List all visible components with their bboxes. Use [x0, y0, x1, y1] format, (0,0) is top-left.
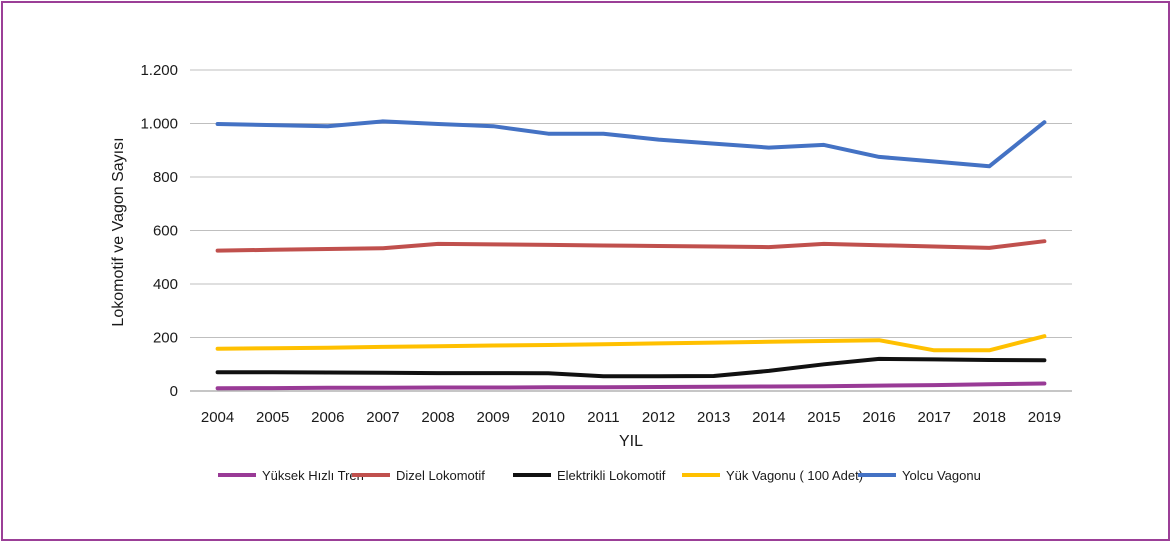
legend-item: Yolcu Vagonu [858, 468, 981, 483]
legend-item: Yük Vagonu ( 100 Adet) [682, 468, 863, 483]
legend-item: Dizel Lokomotif [352, 468, 485, 483]
y-tick-label: 1.200 [140, 62, 178, 79]
gridlines [190, 69, 1072, 392]
y-tick-label: 600 [153, 223, 178, 240]
legend-label: Elektrikli Lokomotif [557, 468, 666, 483]
x-tick-label: 2004 [201, 409, 234, 426]
y-tick-label: 0 [170, 383, 178, 400]
x-tick-label: 2014 [752, 409, 785, 426]
y-tick-label: 800 [153, 169, 178, 186]
x-tick-label: 2009 [477, 409, 510, 426]
x-tick-label: 2011 [587, 409, 619, 426]
series-lines [215, 119, 1047, 391]
legend-item: Elektrikli Lokomotif [513, 468, 666, 483]
x-tick-label: 2015 [807, 409, 840, 426]
x-tick-labels: 2004 2005 2006 2007 2008 2009 2010 2011 2012 2013… [201, 409, 1061, 426]
y-tick-labels: 0 200 400 600 800 1.000 1.200 [140, 62, 178, 400]
x-tick-label: 2007 [366, 409, 399, 426]
x-tick-label: 2008 [421, 409, 454, 426]
x-tick-label: 2010 [532, 409, 565, 426]
x-tick-label: 2005 [256, 409, 289, 426]
legend: Yüksek Hızlı Tren Dizel Lokomotif Elektrik… [218, 468, 981, 483]
legend-label: Dizel Lokomotif [396, 468, 485, 483]
x-tick-label: 2016 [862, 409, 895, 426]
series-line-0 [215, 381, 1047, 391]
legend-label: Yük Vagonu ( 100 Adet) [726, 468, 863, 483]
x-axis-title: YIL [619, 433, 643, 450]
x-tick-label: 2017 [918, 409, 951, 426]
series-line-3 [215, 334, 1047, 353]
y-tick-label: 1.000 [140, 116, 178, 133]
series-line-2 [215, 356, 1047, 379]
series-line-1 [215, 239, 1047, 253]
x-tick-label: 2006 [311, 409, 344, 426]
y-tick-label: 200 [153, 330, 178, 347]
x-tick-label: 2019 [1028, 409, 1061, 426]
y-tick-label: 400 [153, 276, 178, 293]
x-tick-label: 2018 [973, 409, 1006, 426]
legend-item: Yüksek Hızlı Tren [218, 468, 364, 483]
legend-label: Yolcu Vagonu [902, 468, 981, 483]
y-axis-title: Lokomotif ve Vagon Sayısı [110, 137, 127, 326]
x-tick-label: 2012 [642, 409, 675, 426]
legend-label: Yüksek Hızlı Tren [262, 468, 364, 483]
series-line-4 [215, 119, 1047, 169]
x-tick-label: 2013 [697, 409, 730, 426]
